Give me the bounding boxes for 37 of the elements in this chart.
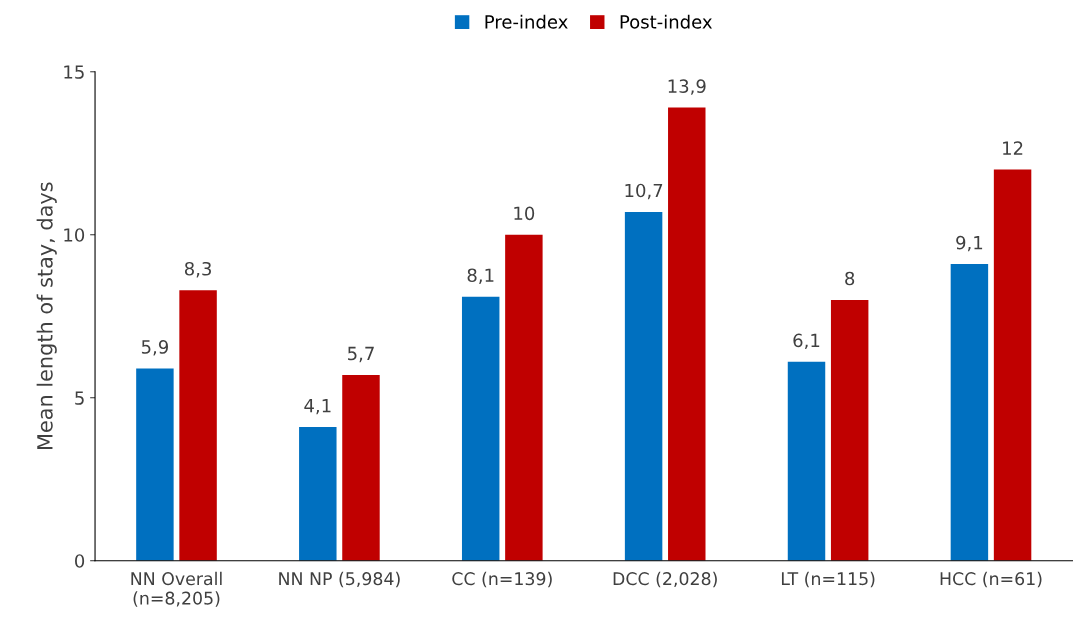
data-label: 10 bbox=[514, 206, 535, 221]
bar bbox=[668, 107, 706, 561]
data-label: 10,7 bbox=[625, 183, 663, 200]
x-tick-label: DCC (2,028) bbox=[613, 571, 717, 588]
data-label: 8 bbox=[845, 271, 855, 286]
bar bbox=[136, 368, 174, 561]
data-label: 9,1 bbox=[956, 235, 983, 252]
y-tick-label: 0 bbox=[75, 554, 85, 568]
x-tick-label: HCC (n=61) bbox=[940, 571, 1042, 588]
bar bbox=[787, 361, 826, 561]
bar bbox=[950, 264, 989, 561]
data-label: 8,1 bbox=[467, 268, 494, 284]
legend-label: Pre-index bbox=[485, 14, 568, 29]
bar bbox=[830, 299, 869, 561]
bar bbox=[505, 234, 543, 561]
x-tick-label: NN NP (5,984) bbox=[279, 571, 400, 588]
data-label: 5,9 bbox=[141, 340, 168, 356]
bar bbox=[179, 290, 217, 561]
x-tick-label: NN Overall (n=8,205) bbox=[131, 571, 222, 607]
y-tick-label: 5 bbox=[75, 391, 84, 405]
x-tick-label: LT (n=115) bbox=[781, 571, 875, 588]
data-label: 8,3 bbox=[184, 261, 211, 278]
bar bbox=[624, 211, 663, 561]
bar bbox=[299, 427, 337, 561]
data-label: 12 bbox=[1003, 141, 1023, 155]
bar bbox=[342, 374, 380, 561]
x-tick-label: CC (n=139) bbox=[452, 571, 552, 588]
data-label: 5,7 bbox=[348, 346, 374, 363]
data-label: 4,1 bbox=[304, 399, 331, 415]
bar bbox=[461, 296, 500, 561]
data-label: 6,1 bbox=[793, 333, 820, 350]
y-tick-label: 15 bbox=[64, 65, 84, 79]
y-axis-title: Mean length of stay, days bbox=[36, 182, 57, 450]
data-label: 13,9 bbox=[668, 79, 706, 95]
bar bbox=[993, 169, 1032, 561]
legend-label: Post-index bbox=[620, 14, 713, 29]
y-tick-label: 10 bbox=[64, 228, 85, 242]
